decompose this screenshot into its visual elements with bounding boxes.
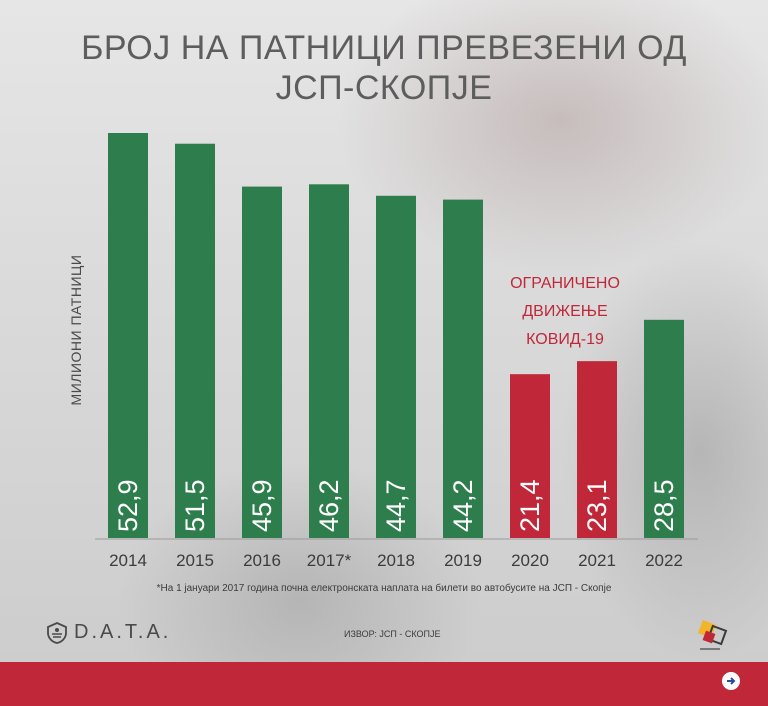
x-tick-2019: 2019 bbox=[444, 551, 482, 570]
value-label-2016: 45,9 bbox=[247, 479, 277, 532]
x-tick-2020: 2020 bbox=[511, 551, 549, 570]
bar-2017* bbox=[309, 184, 349, 538]
chart-title: БРОЈ НА ПАТНИЦИ ПРЕВЕЗЕНИ ОД ЈСП-СКОПЈЕ bbox=[81, 29, 687, 107]
bar-2018 bbox=[376, 195, 416, 539]
value-label-2022: 28,5 bbox=[649, 479, 679, 532]
x-tick-2018: 2018 bbox=[377, 551, 415, 570]
covid-annotation: ОГРАНИЧЕНО ДВИЖЕЊЕ КОВИД-19 bbox=[500, 270, 630, 354]
covid-annotation-line-2: ДВИЖЕЊЕ bbox=[522, 303, 608, 320]
data-logo: D.A.T.A. bbox=[46, 621, 171, 644]
x-tick-2015: 2015 bbox=[176, 551, 214, 570]
bar-2022 bbox=[644, 319, 684, 538]
arrow-icon bbox=[727, 677, 736, 685]
bar-2014 bbox=[108, 133, 148, 538]
x-tick-2017*: 2017* bbox=[307, 551, 352, 570]
footer-band bbox=[0, 662, 768, 706]
value-label-2018: 44,7 bbox=[381, 479, 411, 532]
footnote: *На 1 јануари 2017 година почна електрон… bbox=[156, 583, 612, 594]
covid-annotation-line-1: ОГРАНИЧЕНО bbox=[510, 275, 620, 292]
bar-2016 bbox=[242, 186, 282, 538]
bar-2019 bbox=[443, 199, 483, 538]
covid-annotation-line-3: КОВИД-19 bbox=[526, 331, 604, 348]
x-tick-2016: 2016 bbox=[243, 551, 281, 570]
value-label-2017*: 46,2 bbox=[314, 479, 344, 532]
bar-2021 bbox=[577, 361, 617, 538]
meta-cube-icon bbox=[698, 620, 728, 650]
x-tick-2014: 2014 bbox=[109, 551, 147, 570]
bar-2020 bbox=[510, 374, 550, 538]
value-label-2015: 51,5 bbox=[180, 479, 210, 532]
arrow-badge-icon bbox=[722, 672, 740, 690]
value-label-2020: 21,4 bbox=[515, 479, 545, 532]
x-tick-2022: 2022 bbox=[645, 551, 683, 570]
value-label-2019: 44,2 bbox=[448, 479, 478, 532]
x-tick-2021: 2021 bbox=[578, 551, 616, 570]
bar-2015 bbox=[175, 143, 215, 539]
value-label-2014: 52,9 bbox=[113, 479, 143, 532]
helmet-shield-icon bbox=[47, 621, 67, 644]
data-logo-text: D.A.T.A. bbox=[74, 621, 172, 643]
bar-chart: 52,9 2014 51,5 2015 45,9 2016 46,2 2017* 44,7 201… bbox=[95, 133, 698, 570]
value-label-2021: 23,1 bbox=[582, 479, 612, 532]
source-credit: ИЗВОР: ЈСП - СКОПЈЕ bbox=[344, 629, 441, 639]
